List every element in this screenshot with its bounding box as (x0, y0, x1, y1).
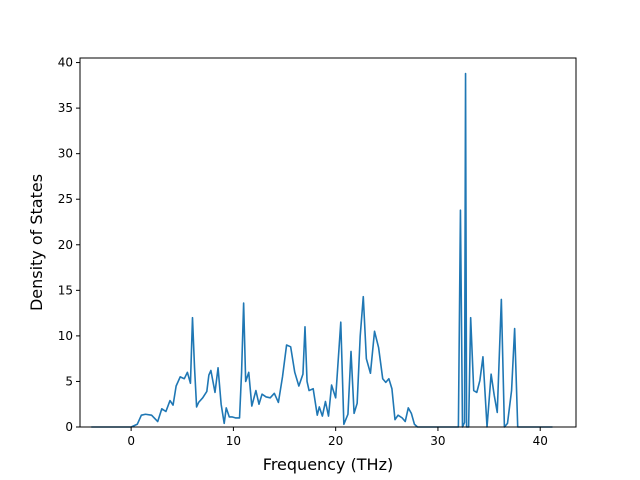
dos-series-line (91, 72, 553, 428)
y-axis-title: Density of States (27, 174, 46, 311)
y-tick-label: 5 (65, 374, 73, 388)
y-tick-label: 35 (58, 101, 73, 115)
y-tick-label: 10 (58, 329, 73, 343)
x-axis: 0 10 20 30 40 (127, 427, 548, 448)
x-tick-label: 40 (533, 434, 548, 448)
y-tick-label: 15 (58, 283, 73, 297)
x-tick-label: 0 (127, 434, 135, 448)
y-tick-label: 25 (58, 192, 73, 206)
x-tick-label: 30 (430, 434, 445, 448)
y-tick-label: 20 (58, 238, 73, 252)
plot-area (91, 72, 553, 428)
x-axis-title: Frequency (THz) (263, 455, 393, 474)
x-tick-label: 20 (328, 434, 343, 448)
y-tick-label: 40 (58, 56, 73, 70)
y-tick-label: 0 (65, 420, 73, 434)
y-tick-label: 30 (58, 147, 73, 161)
y-axis: 0 5 10 15 20 25 30 35 40 (58, 56, 80, 434)
x-tick-label: 10 (226, 434, 241, 448)
axes-frame (79, 57, 577, 428)
